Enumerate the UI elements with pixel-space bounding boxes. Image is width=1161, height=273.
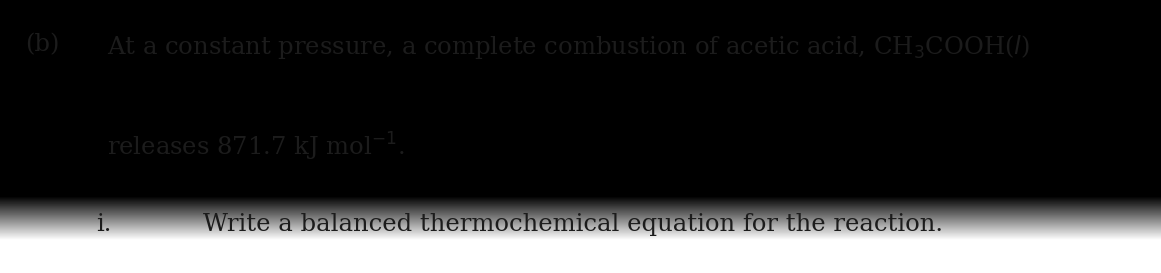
Text: Write a balanced thermochemical equation for the reaction.: Write a balanced thermochemical equation…	[203, 213, 943, 236]
Text: releases 871.7 kJ mol$^{-1}$.: releases 871.7 kJ mol$^{-1}$.	[107, 131, 404, 163]
Text: i.: i.	[96, 213, 111, 236]
Text: At a constant pressure, a complete combustion of acetic acid, CH$_3$COOH($\it{l}: At a constant pressure, a complete combu…	[107, 33, 1030, 61]
Text: (b): (b)	[26, 33, 60, 56]
